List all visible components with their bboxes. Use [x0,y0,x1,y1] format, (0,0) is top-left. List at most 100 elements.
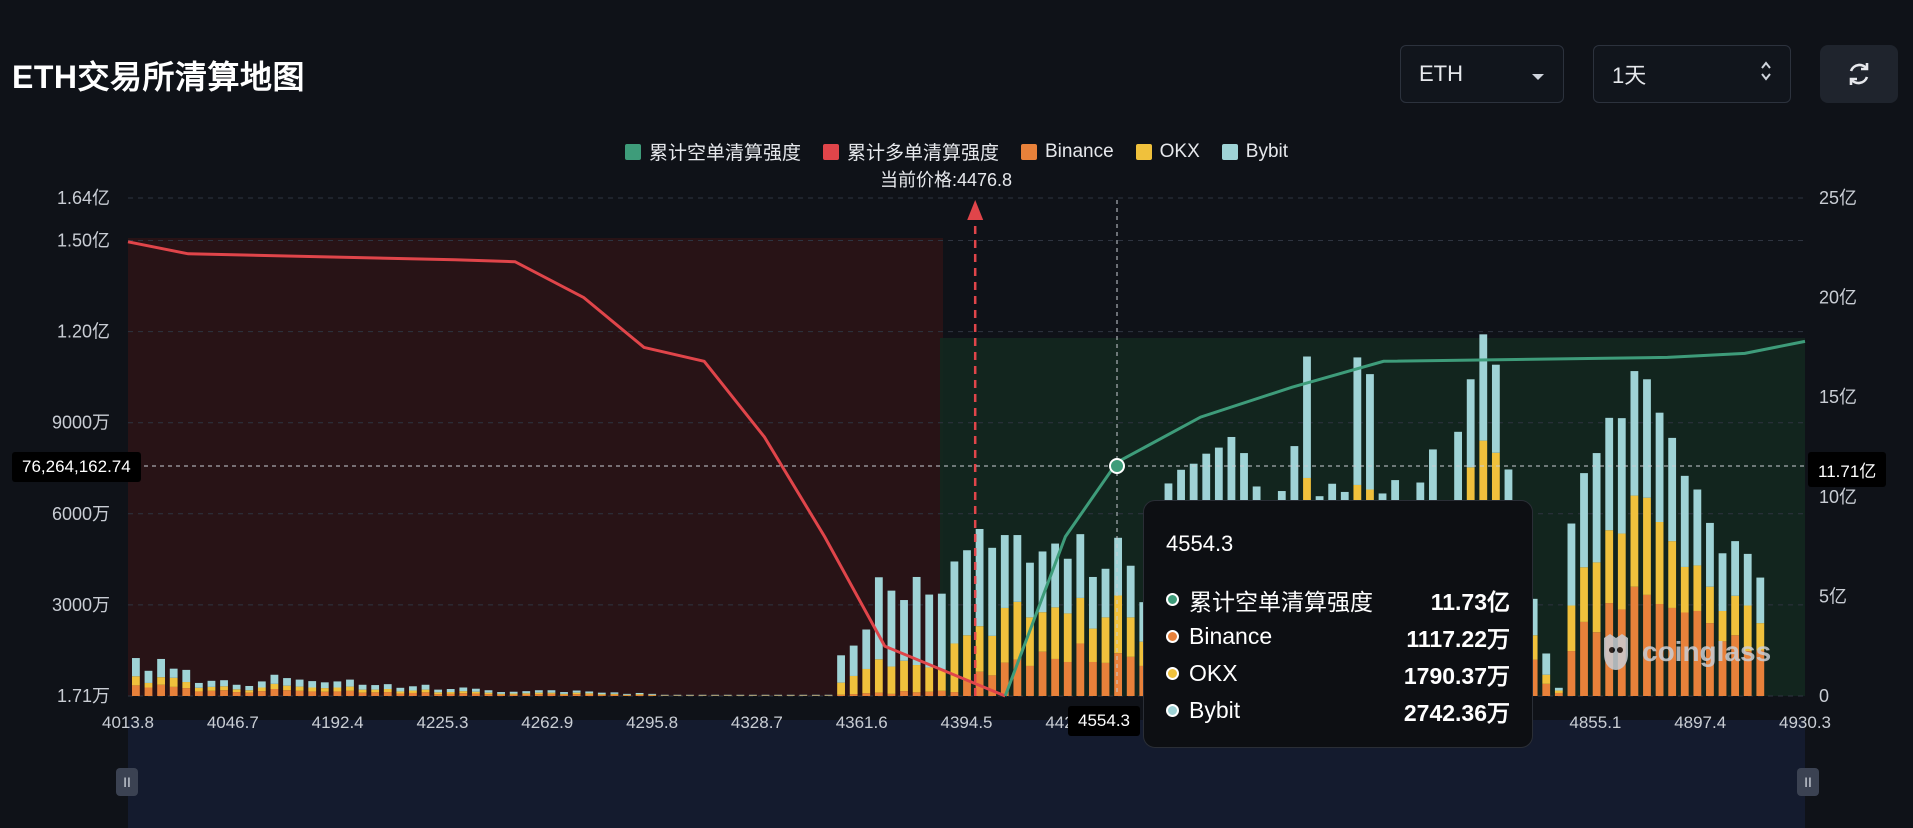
x-tick-label: 4046.7 [207,713,259,732]
x-tick-label: 4361.6 [836,713,888,732]
refresh-button[interactable] [1820,45,1898,103]
bar-binance [1542,683,1551,696]
bar-okx [446,692,455,694]
bar-okx [459,691,468,694]
bar-binance [887,693,896,696]
bar-bybit [950,561,959,644]
legend-item-okx[interactable]: OKX [1135,138,1200,165]
bar-bybit [1743,553,1752,606]
bar-okx [232,689,241,693]
bar-okx [950,643,959,693]
bar-binance [497,694,505,696]
y-right-tick-label: 20亿 [1819,288,1857,308]
coin-select-value: ETH [1419,61,1463,86]
bar-bybit [1542,653,1551,675]
bar-binance [534,694,543,696]
bar-okx [220,686,228,691]
bar-bybit [988,547,997,636]
bar-okx [1101,617,1110,663]
bar-binance [522,694,531,696]
tooltip-row: Bybit 2742.36万 [1166,692,1510,729]
bar-binance [257,691,266,696]
bar-binance [1756,650,1765,696]
bar-okx [837,682,845,695]
legend-item-long-liq[interactable]: 累计多单清算强度 [822,138,999,165]
bar-okx [132,676,140,686]
bar-bybit [799,694,808,696]
bar-okx [207,686,216,691]
current-price-label: 当前价格:4476.8 [879,170,1013,190]
bar-binance [1089,661,1097,696]
bar-bybit [572,690,581,693]
bar-okx [421,689,430,693]
crosshair-point [1109,458,1125,474]
bar-okx [270,683,279,690]
bar-okx [257,687,266,692]
tooltip-title: 4554.3 [1166,531,1234,556]
bar-okx [1731,595,1740,636]
bar-bybit [346,679,354,687]
bar-okx [283,685,291,691]
bar-bybit [660,694,669,696]
bar-binance [459,693,468,696]
bar-okx [1554,690,1563,693]
bar-bybit [1240,453,1248,545]
bar-bybit [723,694,732,696]
bar-binance [169,686,178,696]
bar-okx [484,692,493,695]
tooltip-row: Binance 1117.22万 [1166,618,1510,655]
bar-binance [1630,586,1639,696]
bar-okx [383,689,392,693]
bar-binance [1026,665,1034,696]
bar-okx [346,686,354,691]
bar-bybit [824,694,833,696]
refresh-icon [1849,63,1869,85]
y-right-tick-label: 25亿 [1819,188,1857,208]
page-title: ETH交易所清算地图 [12,59,306,95]
coin-select[interactable]: ETH [1400,45,1564,103]
bar-binance [623,695,631,696]
bar-bybit [1643,379,1651,498]
bar-okx [1000,607,1009,663]
tooltip-row: 累计空单清算强度 11.73亿 [1166,581,1510,618]
bar-binance [484,694,493,696]
series-dot-icon [1166,667,1179,680]
bar-bybit [446,689,455,693]
bar-bybit [862,629,871,669]
bar-bybit [900,600,908,661]
bar-bybit [1114,537,1123,596]
bar-bybit [169,668,178,678]
long-liq-line [127,240,1006,698]
bar-bybit [811,694,820,696]
legend-item-bybit[interactable]: Bybit [1221,138,1288,165]
crosshair-right-value: 11.71亿 [1808,452,1887,487]
bar-okx [169,677,178,687]
bar-okx [1076,597,1085,644]
range-slider-left-handle[interactable]: II [116,768,138,796]
current-price-arrow-icon [967,200,984,220]
bar-bybit [774,694,783,696]
bar-okx [862,668,871,694]
bar-bybit [220,680,228,687]
range-slider-right-handle[interactable]: II [1797,768,1819,796]
bar-okx [509,693,518,695]
bar-bybit [1605,417,1614,531]
bar-okx [1680,566,1689,613]
bar-bybit [1227,436,1236,538]
bar-binance [220,690,228,696]
period-select[interactable]: 1天 [1593,45,1791,103]
bar-binance [547,693,556,696]
chart-legend: 累计空单清算强度 累计多单清算强度 Binance OKX Bybit [0,138,1913,165]
bar-binance [900,691,908,696]
legend-item-short-liq[interactable]: 累计空单清算强度 [624,138,801,165]
legend-item-binance[interactable]: Binance [1020,138,1114,165]
bar-okx [534,692,543,695]
bar-bybit [849,645,858,676]
bar-bybit [534,690,543,693]
bar-binance [1668,607,1677,696]
bar-bybit [371,685,380,690]
bar-bybit [736,694,745,696]
bar-binance [371,692,380,696]
bar-bybit [1655,412,1664,523]
bar-okx [572,692,581,695]
